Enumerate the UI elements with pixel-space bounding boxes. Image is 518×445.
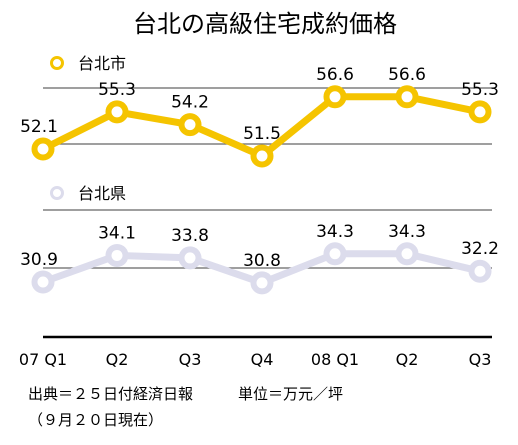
x-tick-label: Q4	[251, 350, 274, 369]
chart-title: 台北の高級住宅成約価格	[133, 10, 397, 38]
data-label: 55.3	[98, 80, 136, 100]
x-tick-label: Q3	[469, 350, 492, 369]
x-tick-label: 08 Q1	[311, 350, 359, 369]
data-label: 56.6	[316, 65, 354, 85]
data-label: 55.3	[461, 80, 499, 100]
legend-marker	[50, 56, 64, 70]
footer-source: 出典＝２５日付経済日報	[28, 385, 194, 403]
data-point	[323, 242, 347, 266]
data-point	[250, 271, 274, 295]
data-label: 34.3	[388, 222, 426, 242]
grid	[43, 87, 492, 269]
x-tick-label: Q2	[396, 350, 419, 369]
data-point	[250, 144, 274, 168]
data-label: 56.6	[388, 65, 426, 85]
footer-line-1: 出典＝２５日付経済日報 単位＝万元／坪	[28, 384, 343, 404]
data-point	[178, 246, 202, 270]
data-label: 30.8	[243, 251, 281, 271]
x-tick-label: Q3	[179, 350, 202, 369]
footer-note: （９月２０日現在）	[28, 411, 164, 429]
x-tick-label: Q2	[106, 350, 129, 369]
data-point	[468, 100, 492, 124]
x-axis: 07 Q1 Q2 Q3 Q4 08 Q1 Q2 Q3	[19, 335, 492, 369]
footer-unit: 単位＝万元／坪	[238, 385, 344, 403]
data-label: 34.1	[98, 223, 136, 243]
x-tick-label: 07 Q1	[19, 350, 67, 369]
data-label: 54.2	[171, 93, 209, 113]
data-point	[395, 242, 419, 266]
data-point	[31, 137, 55, 161]
legend-marker	[50, 186, 64, 200]
legend-label: 台北県	[78, 184, 126, 203]
data-point	[105, 243, 129, 267]
plot-area: 52.1 55.3 54.2 51.5 56.6 56.6 55.3 30.9 34.1 33.8…	[20, 65, 499, 295]
legend-label: 台北市	[78, 54, 126, 73]
data-label: 30.9	[20, 250, 58, 270]
data-point	[105, 100, 129, 124]
data-point	[468, 259, 492, 283]
data-label: 33.8	[171, 226, 209, 246]
data-label: 32.2	[461, 239, 499, 259]
data-label: 52.1	[20, 117, 58, 137]
data-label: 51.5	[243, 124, 281, 144]
data-point	[323, 85, 347, 109]
data-point	[395, 85, 419, 109]
data-point	[178, 113, 202, 137]
data-point	[31, 270, 55, 294]
data-label: 34.3	[316, 222, 354, 242]
